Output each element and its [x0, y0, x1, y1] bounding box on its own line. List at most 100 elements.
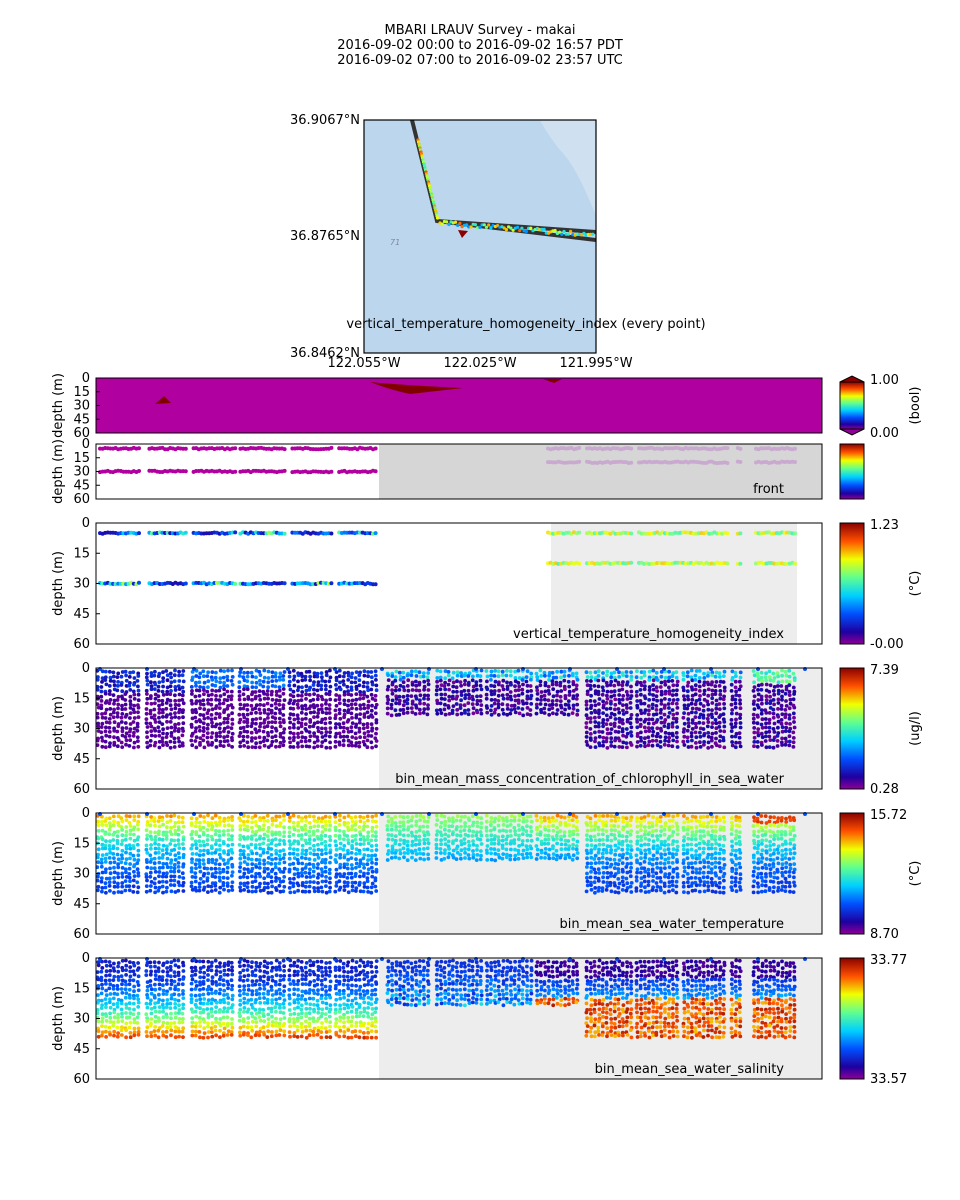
data-point [230, 711, 235, 716]
data-point [438, 687, 443, 692]
data-point [323, 860, 328, 865]
data-point [312, 745, 316, 750]
data-point [443, 819, 448, 824]
data-point [738, 712, 743, 717]
data-point [439, 696, 444, 701]
data-point [361, 684, 366, 689]
data-point [601, 711, 605, 715]
data-point [257, 707, 262, 712]
data-point [406, 833, 411, 838]
data-point [172, 847, 177, 852]
data-point [401, 680, 406, 685]
data-point [662, 724, 667, 728]
data-point [262, 720, 266, 725]
data-point [333, 839, 338, 844]
data-point [525, 696, 530, 701]
data-point [96, 860, 101, 865]
data-point [222, 687, 227, 692]
data-point [546, 684, 551, 689]
data-point [370, 825, 375, 830]
data-point [601, 743, 605, 748]
data-point [394, 827, 398, 832]
data-point [685, 674, 690, 679]
data-point [528, 696, 533, 701]
data-point [197, 694, 202, 698]
data-point [257, 861, 262, 866]
data-point [241, 706, 246, 711]
data-point [152, 819, 157, 824]
data-point [373, 853, 378, 858]
data-point [225, 706, 230, 711]
data-point [148, 711, 153, 716]
data-point [353, 823, 358, 827]
data-point [230, 738, 235, 743]
data-point [282, 813, 286, 818]
data-point [152, 866, 157, 871]
data-point [402, 841, 406, 846]
data-point [278, 838, 282, 843]
data-point [421, 815, 426, 820]
data-point [190, 836, 195, 841]
data-point [451, 680, 456, 685]
data-point [558, 829, 563, 833]
data-point [613, 702, 618, 707]
data-point [447, 851, 452, 856]
data-point [374, 720, 379, 725]
data-point [104, 720, 109, 725]
data-point [115, 846, 120, 851]
data-point [119, 683, 124, 687]
data-point [328, 684, 333, 689]
data-point [373, 582, 378, 587]
data-point [620, 683, 625, 688]
data-point [149, 843, 154, 847]
data-point [341, 874, 346, 879]
data-point [233, 581, 238, 586]
data-point [401, 685, 406, 689]
data-point [237, 712, 242, 717]
data-point [169, 689, 173, 693]
data-point [589, 838, 593, 843]
data-point [767, 721, 772, 725]
data-point [144, 828, 149, 833]
data-point [181, 679, 186, 684]
data-point [373, 669, 378, 674]
data-point [593, 730, 597, 735]
data-point [625, 745, 629, 750]
data-point [245, 836, 250, 841]
data-point [414, 837, 418, 842]
data-point [666, 739, 671, 744]
data-point [319, 731, 324, 735]
data-point [160, 848, 165, 853]
data-point [767, 729, 772, 734]
data-point [528, 713, 533, 717]
data-point [600, 692, 605, 697]
data-point [124, 850, 128, 855]
data-point [277, 832, 282, 837]
data-point [435, 679, 439, 684]
data-point [120, 819, 125, 824]
data-point [682, 743, 687, 747]
data-point [116, 680, 120, 684]
data-point [312, 843, 316, 848]
data-point [635, 705, 640, 710]
data-point [210, 692, 214, 697]
map-caption: vertical_temperature_homogeneity_index (… [346, 317, 705, 332]
data-point [551, 694, 556, 699]
y-tick-label: 45 [73, 752, 90, 767]
data-point [605, 697, 610, 701]
data-point [269, 869, 274, 874]
data-point [398, 824, 402, 829]
data-point [689, 668, 694, 673]
data-point [643, 696, 648, 701]
data-point [571, 682, 576, 687]
data-point [717, 671, 722, 676]
data-point [269, 890, 274, 895]
data-point [588, 834, 593, 839]
data-point [226, 888, 231, 893]
data-point [258, 853, 263, 858]
data-point [479, 833, 484, 838]
data-point [417, 688, 422, 693]
data-point [296, 705, 301, 710]
data-point [181, 669, 186, 673]
